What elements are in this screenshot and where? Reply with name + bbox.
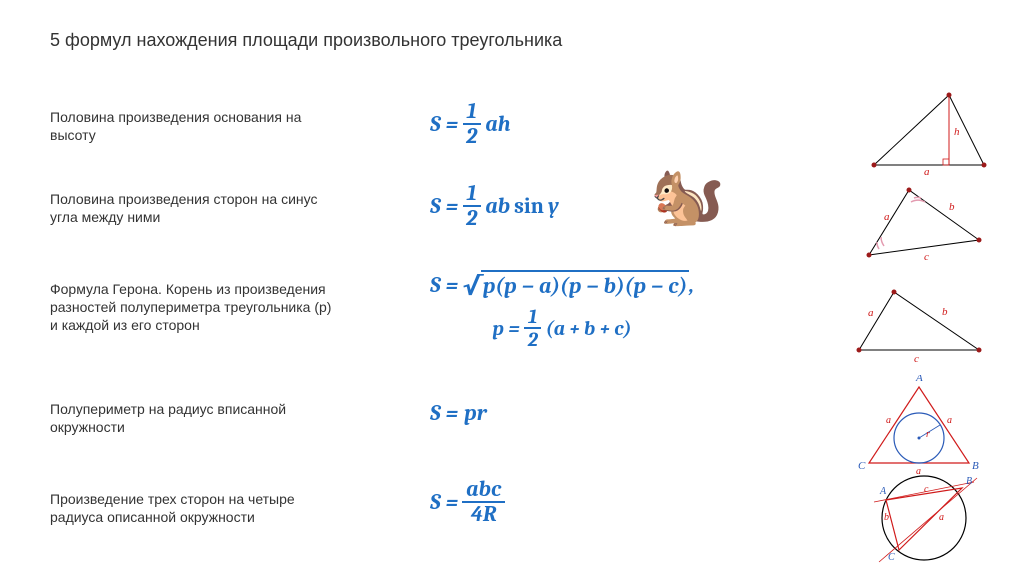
den-3: 2 — [524, 329, 542, 350]
desc-2: Половина произведения сторон на синус уг… — [50, 190, 340, 226]
diagram-5: A B C a b c — [844, 460, 994, 575]
formula-1: S = 12 ah — [430, 100, 510, 148]
page-title: 5 формул нахождения площади произвольног… — [0, 0, 1024, 51]
heron-body: p(p − a)(p − b)(p − c) — [483, 273, 687, 299]
lbl-b-3: b — [942, 306, 948, 318]
desc-3: Формула Герона. Корень из произведения р… — [50, 280, 340, 335]
lbl-C-5: C — [888, 552, 895, 563]
lbl-A: A — [915, 375, 923, 384]
desc-5: Произведение трех сторон на четыре радиу… — [50, 490, 340, 526]
row-1: Половина произведения основания на высот… — [50, 108, 340, 144]
lbl-c-5: c — [924, 484, 929, 495]
formula-4: S = pr — [430, 400, 487, 426]
lbl-a-4: a — [886, 415, 891, 426]
formula-3: S = √p(p − a)(p − b)(p − c), p = 12 (a +… — [430, 270, 694, 350]
sin: sin — [514, 193, 544, 219]
den: 2 — [462, 125, 481, 148]
num: 1 — [463, 100, 481, 125]
lbl-r: r — [926, 429, 930, 440]
row-3: Формула Герона. Корень из произведения р… — [50, 280, 340, 335]
lbl-A-5: A — [879, 486, 887, 497]
abc-sum: (a + b + c) — [546, 317, 632, 340]
lbl-a: a — [924, 166, 930, 175]
num-3: 1 — [524, 306, 541, 329]
y: y — [548, 193, 559, 219]
ah: ah — [485, 111, 510, 137]
lbl-a-4b: a — [947, 415, 952, 426]
diagram-1: h a — [854, 85, 994, 180]
s-equals-2: S = — [430, 193, 458, 219]
lbl-b: b — [949, 201, 955, 213]
diagram-2: b a c — [854, 180, 994, 275]
abc: abc — [462, 478, 505, 503]
lbl-b-5: b — [884, 512, 889, 523]
desc-4: Полупериметр на радиус вписанной окружно… — [50, 400, 340, 436]
formula-2: S = 12 ab sin y — [430, 182, 559, 230]
row-2: Половина произведения сторон на синус уг… — [50, 190, 340, 226]
triangle-angle-svg: b a c — [854, 180, 994, 270]
s-equals-5: S = — [430, 489, 458, 515]
lbl-a-5: a — [939, 512, 944, 523]
s-equals: S = — [430, 111, 458, 137]
lbl-c-3: c — [914, 353, 919, 365]
ab: ab — [485, 193, 510, 219]
diagram-3: a b c — [844, 280, 994, 370]
lbl-a-3: a — [868, 307, 874, 319]
pr: pr — [464, 400, 487, 426]
s-equals-4: S = — [430, 400, 458, 426]
triangle-abc-svg: a b c — [844, 280, 994, 365]
fourR: 4R — [467, 503, 501, 526]
formula-5: S = abc4R — [430, 478, 509, 526]
num-2: 1 — [463, 182, 481, 207]
triangle-circum-svg: A B C a b c — [844, 460, 994, 570]
row-5: Произведение трех сторон на четыре радиу… — [50, 490, 340, 526]
desc-1: Половина произведения основания на высот… — [50, 108, 340, 144]
den-2: 2 — [462, 207, 481, 230]
triangle-height-svg: h a — [854, 85, 994, 175]
comma: , — [689, 272, 694, 298]
lbl-h: h — [954, 126, 960, 138]
lbl-B-5: B — [966, 476, 972, 487]
p-eq: p = — [492, 317, 519, 340]
row-4: Полупериметр на радиус вписанной окружно… — [50, 400, 340, 436]
s-equals-3: S = — [430, 272, 458, 298]
mascot-icon: 🐿️ — [650, 160, 725, 231]
lbl-a-2: a — [884, 211, 890, 223]
lbl-c: c — [924, 251, 929, 263]
